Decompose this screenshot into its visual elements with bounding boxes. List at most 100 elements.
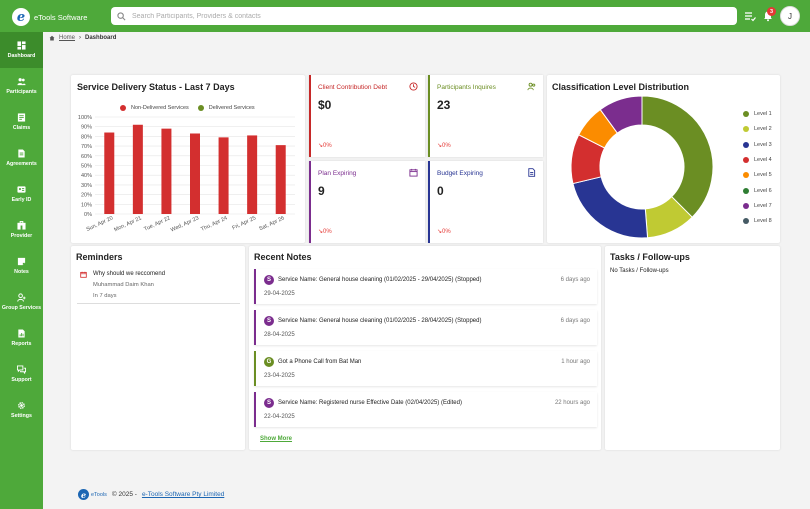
- breadcrumb-home[interactable]: Home: [59, 35, 76, 41]
- sidebar-item-claims[interactable]: Claims: [0, 104, 43, 140]
- y-tick-label: 100%: [78, 115, 92, 121]
- notes-icon: [17, 257, 26, 266]
- legend-item[interactable]: Level 4: [743, 156, 772, 163]
- sidebar-item-label: Claims: [12, 125, 31, 131]
- donut-slice-level-1[interactable]: [641, 95, 714, 218]
- kpi-trend-value: 0%: [442, 229, 451, 235]
- sidebar-item-group-services[interactable]: Group Services: [0, 284, 43, 320]
- sidebar-item-notes[interactable]: Notes: [0, 248, 43, 284]
- sidebar-item-label: Participants: [6, 89, 37, 95]
- note-item[interactable]: G Got a Phone Call from Bat Man 1 hour a…: [254, 351, 597, 386]
- legend-swatch: [743, 126, 749, 133]
- tasks-empty-message: No Tasks / Follow-ups: [610, 268, 669, 274]
- legend-label: Level 5: [754, 172, 772, 179]
- home-icon[interactable]: [49, 35, 55, 41]
- bar-non-delivered[interactable]: [190, 133, 200, 214]
- legend-label: Level 6: [754, 187, 772, 194]
- trend-down-icon: ↘: [437, 229, 443, 235]
- sidebar-item-reports[interactable]: Reports: [0, 320, 43, 356]
- notification-badge: 3: [767, 7, 776, 16]
- legend-label: Level 7: [754, 202, 772, 209]
- support-icon: [17, 365, 26, 374]
- y-tick-label: 60%: [81, 154, 92, 160]
- search-bar[interactable]: [111, 7, 737, 25]
- settings-icon: [18, 402, 25, 409]
- x-tick-label: Wed, Apr 23: [170, 215, 200, 233]
- bar-non-delivered[interactable]: [104, 132, 115, 214]
- brand[interactable]: e eTools Software: [12, 8, 87, 26]
- note-item[interactable]: S Service Name: General house cleaning (…: [254, 310, 597, 345]
- sidebar-item-support[interactable]: Support: [0, 356, 43, 392]
- legend-item[interactable]: Level 7: [743, 202, 772, 209]
- legend-item[interactable]: Level 5: [743, 172, 772, 179]
- bar-non-delivered[interactable]: [132, 124, 143, 214]
- search-input[interactable]: [132, 12, 692, 20]
- note-avatar: G: [264, 357, 274, 367]
- bar-non-delivered[interactable]: [275, 145, 286, 214]
- sidebar-item-label: Settings: [11, 413, 32, 419]
- legend-swatch: [743, 156, 749, 163]
- kpi-trend: ↘0%: [318, 142, 332, 149]
- kpi-trend-value: 0%: [323, 229, 332, 235]
- note-text: Service Name: General house cleaning (01…: [278, 318, 482, 324]
- legend-item[interactable]: Level 2: [743, 126, 772, 133]
- reminders-title: Reminders: [76, 252, 123, 262]
- legend-non-delivered: Non-Delivered Services: [131, 105, 189, 111]
- trend-down-icon: ↘: [318, 143, 324, 149]
- tasks-list-icon[interactable]: [744, 10, 756, 22]
- tasks-card: [605, 246, 780, 450]
- bar-non-delivered[interactable]: [161, 128, 172, 214]
- kpi-plan-expiring[interactable]: Plan Expiring 9 ↘0%: [309, 161, 425, 243]
- note-date: 23-04-2025: [264, 373, 295, 379]
- note-text: Service Name: Registered nurse Effective…: [278, 400, 462, 406]
- recent-notes-title: Recent Notes: [254, 252, 312, 262]
- legend-item[interactable]: Level 6: [743, 187, 772, 194]
- reminder-item[interactable]: Why should we reccomend Muhammad Daim Kh…: [77, 269, 240, 304]
- bar-non-delivered[interactable]: [247, 135, 258, 214]
- y-tick-label: 80%: [81, 134, 92, 140]
- app-name: eTools Software: [34, 12, 88, 22]
- reminder-author: Muhammad Daim Khan: [93, 282, 154, 288]
- footer-logo: e eTools: [78, 489, 107, 500]
- etools-logo: e: [12, 8, 30, 26]
- kpi-client-contribution-debt[interactable]: Client Contribution Debt $0 ↘0%: [309, 75, 425, 157]
- reports-icon: [18, 329, 25, 338]
- x-tick-label: Tue, Apr 22: [143, 215, 171, 232]
- sidebar-item-dashboard[interactable]: Dashboard: [0, 32, 43, 68]
- footer: e eTools © 2025 - e-Tools Software Pty L…: [78, 489, 224, 500]
- donut-slice-level-3[interactable]: [572, 176, 649, 239]
- legend-label: Level 3: [754, 141, 772, 148]
- donut-slice-level-7[interactable]: [599, 95, 643, 134]
- sidebar-item-provider[interactable]: Provider: [0, 212, 43, 248]
- legend-item[interactable]: Level 1: [743, 111, 772, 117]
- legend-item[interactable]: Level 8: [743, 218, 772, 225]
- early-id-icon: [17, 186, 26, 193]
- note-item[interactable]: S Service Name: General house cleaning (…: [254, 269, 597, 304]
- note-item[interactable]: S Service Name: Registered nurse Effecti…: [254, 392, 597, 427]
- kpi-trend: ↘0%: [437, 142, 451, 149]
- kpi-participants-inquires[interactable]: Participants Inquires 23 ↘0%: [428, 75, 543, 157]
- kpi-value: 9: [318, 184, 325, 198]
- footer-company-link[interactable]: e-Tools Software Pty Limited: [141, 491, 225, 498]
- user-avatar[interactable]: J: [780, 6, 800, 26]
- provider-icon: [17, 221, 26, 230]
- sidebar-item-label: Support: [11, 377, 32, 383]
- legend-swatch: [743, 141, 749, 148]
- sidebar-item-agreements[interactable]: Agreements: [0, 140, 43, 176]
- kpi-trend: ↘0%: [437, 228, 451, 235]
- legend-swatch: [743, 187, 749, 194]
- legend-label: Level 4: [754, 156, 772, 163]
- note-time: 6 days ago: [560, 277, 590, 283]
- bar-non-delivered[interactable]: [218, 137, 229, 214]
- sidebar-item-settings[interactable]: Settings: [0, 392, 43, 428]
- sidebar-item-early-id[interactable]: Early ID: [0, 176, 43, 212]
- sidebar-item-label: Dashboard: [7, 53, 36, 59]
- legend-swatch-delivered: [197, 105, 204, 111]
- sidebar-item-participants[interactable]: Participants: [0, 68, 43, 104]
- kpi-value: $0: [318, 98, 332, 112]
- chevron-right-icon: ›: [79, 35, 82, 41]
- legend-item[interactable]: Level 3: [743, 141, 772, 148]
- legend-label: Level 8: [754, 218, 772, 225]
- kpi-budget-expiring[interactable]: Budget Expiring 0 ↘0%: [428, 161, 543, 243]
- show-more-link[interactable]: Show More: [260, 436, 293, 442]
